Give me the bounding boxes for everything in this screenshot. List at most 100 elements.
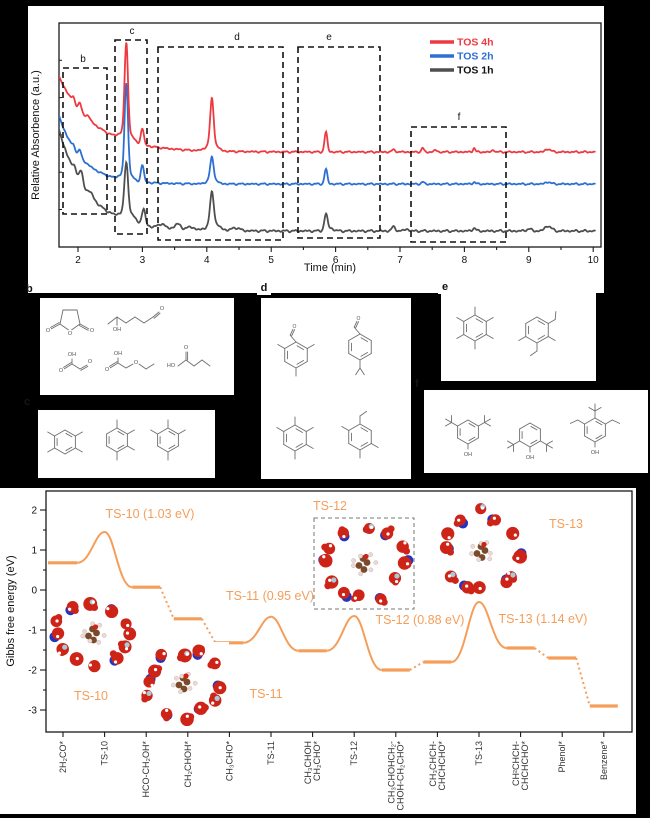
region-label-d: d: [234, 32, 240, 43]
region-box-b: [62, 67, 108, 215]
svg-text:O: O: [356, 316, 360, 322]
zeolite-cage-TS-12: [313, 517, 415, 610]
molecule-structure-b1: OO O: [45, 309, 96, 338]
svg-text:-1: -1: [28, 626, 37, 637]
svg-text:8: 8: [462, 255, 468, 266]
phenol-structures: OH OH OH: [445, 403, 621, 462]
state-label-6: CH₂CHO*: [312, 741, 322, 781]
structures-panel-f: OH OH OH: [424, 390, 648, 473]
x-axis: 2H₂CO* TS-10 HCO-CH₂OH* CH₂CHOH* CH₃CHO* TS-1…: [58, 732, 609, 811]
svg-text:O: O: [46, 328, 51, 334]
molecule-structure-d2: O: [348, 315, 372, 376]
svg-text:OH: OH: [526, 455, 534, 461]
svg-text:6: 6: [333, 255, 339, 266]
svg-text:3: 3: [140, 255, 146, 266]
svg-text:7: 7: [397, 255, 403, 266]
legend-label: TOS 1h: [457, 65, 494, 77]
svg-text:O: O: [88, 359, 93, 365]
svg-text:2: 2: [75, 255, 81, 266]
region-box-f: [410, 126, 507, 243]
region-label-e: e: [326, 32, 332, 43]
molecule-structure-c2: [106, 419, 135, 461]
cage-insets: [48, 503, 529, 727]
svg-text:OH: OH: [113, 327, 121, 333]
legend: TOS 4h TOS 2h TOS 1h: [430, 37, 494, 77]
x-axis: 2 3 4 5 6 7 8 9 10: [59, 59, 599, 266]
zeolite-cage-TS-10: [48, 596, 139, 673]
annotation-TS-10: TS-10: [74, 689, 108, 703]
state-label-11: CH²CHCH-: [511, 741, 521, 786]
y-axis: -3 -2 -1 0 1 2: [28, 506, 46, 717]
panel-letter-f: f: [415, 378, 419, 390]
structures-panel-b: O O O OH O OH O O OH O O HO O: [40, 298, 234, 395]
molecule-structure-f2: OH: [507, 422, 553, 462]
panel-letter-b: b: [26, 283, 33, 295]
energy-profile: [48, 530, 618, 708]
trace-TOS-4h: [59, 42, 596, 154]
svg-text:-2: -2: [28, 666, 37, 677]
region-box-c: [114, 39, 148, 235]
state-label-12: Phenol*: [557, 741, 567, 773]
molecule-structure-f3: OH: [569, 403, 621, 457]
state-label-9: CH₃CHCH-: [428, 741, 438, 787]
annotation-TS-12: TS-12 (0.88 eV): [376, 613, 465, 627]
trace-TOS-1h: [59, 128, 596, 234]
svg-text:5: 5: [268, 255, 274, 266]
chromatogram-panel: 2 3 4 5 6 7 8 9 10 Time (min) Relative Absorbence …: [28, 6, 604, 293]
state-label-9: CHCHCHO*: [437, 741, 447, 791]
x-axis-title: Time (min): [304, 262, 356, 274]
ts-annotations: TS-10 (1.03 eV) TS-11 (0.95 eV) TS-12 (0.8…: [74, 499, 587, 703]
state-label-8: CHOH-CH₂CHO*: [395, 741, 405, 811]
energy-diagram-panel: -3 -2 -1 0 1 2 Gibbs free energy (eV) 2H₂CO* TS-…: [0, 488, 636, 814]
molecule-structure-d1: O: [277, 323, 315, 377]
polymethylbenzene-structures: [456, 306, 557, 357]
gibbs-energy-chart: -3 -2 -1 0 1 2 Gibbs free energy (eV) 2H₂CO* TS-…: [5, 490, 633, 811]
svg-text:OH: OH: [464, 452, 472, 458]
svg-text:O: O: [105, 367, 110, 373]
svg-text:O: O: [292, 324, 296, 330]
y-axis-title: Gibbs free energy (eV): [5, 555, 17, 666]
svg-text:9: 9: [526, 255, 532, 266]
region-label-b: b: [80, 54, 86, 65]
state-label-3: CH₂CHOH*: [183, 741, 193, 788]
dotted-connector: [534, 647, 549, 659]
annotation-TS-13: TS-13: [549, 517, 583, 531]
dotted-connector: [200, 618, 217, 644]
molecule-structure-c1: [47, 429, 83, 455]
dotted-connector: [159, 586, 175, 620]
svg-text:4: 4: [204, 255, 210, 266]
panel-letter-c: c: [24, 396, 31, 408]
annotation-TS-13: TS-13 (1.14 eV): [499, 612, 588, 626]
annotation-TS-11: TS-11: [249, 687, 282, 701]
state-label-10: TS-13: [474, 741, 484, 766]
molecule-structure-b5: HO O: [166, 344, 211, 370]
molecule-structure-d3: [276, 416, 314, 460]
svg-text:HO: HO: [167, 363, 176, 369]
legend-label: TOS 2h: [457, 51, 494, 63]
annotation-TS-10: TS-10 (1.03 eV): [106, 507, 195, 521]
region-label-f: f: [458, 112, 461, 123]
plot-frame: [45, 490, 633, 733]
molecule-structure-e2: [518, 311, 557, 357]
dotted-connector: [575, 657, 591, 707]
molecule-structure-b2: OH O: [107, 305, 166, 334]
state-label-7: TS-12: [349, 741, 359, 766]
state-label-8: CH₃CHOHCH₂-: [386, 741, 396, 804]
molecule-structure-b4: OH O O: [104, 350, 155, 374]
structures-panel-e: [441, 293, 596, 381]
state-label-5: TS-11: [266, 741, 276, 765]
state-label-6: CH₃CHOH: [303, 741, 313, 784]
barrier-curve-TS-10: [76, 530, 133, 589]
legend-label: TOS 4h: [457, 37, 494, 49]
barrier-curve-TS-11: [243, 615, 299, 652]
molecule-structure-e1: [456, 306, 494, 350]
state-label-4: CH₃CHO*: [224, 741, 234, 782]
svg-text:O: O: [160, 306, 165, 312]
dashed-regions: b c d e f: [62, 26, 507, 243]
state-label-1: TS-10: [100, 741, 110, 766]
structures-panel-c: [38, 410, 215, 478]
svg-text:1: 1: [31, 546, 37, 557]
region-box-d: [157, 46, 284, 241]
